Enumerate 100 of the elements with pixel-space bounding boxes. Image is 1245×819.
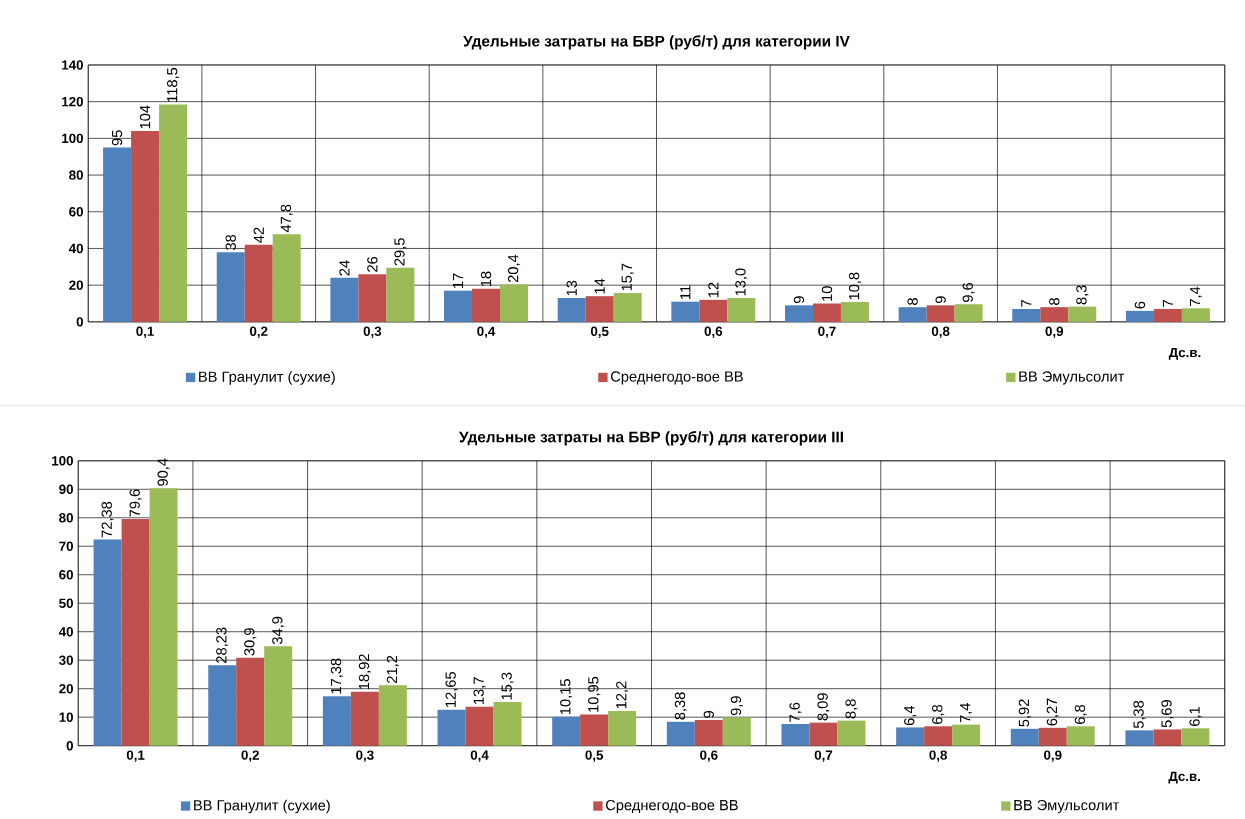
data-label: 20,4 [507,254,521,283]
bar [350,691,379,746]
data-label: 47,8 [280,204,293,233]
data-label: 7,4 [1189,286,1202,307]
bar [1066,726,1095,746]
x-axis-title: Дс.в. [1168,348,1201,360]
legend-label: ВВ Гранулит (сухие) [199,371,335,385]
bar [149,488,178,746]
y-tick-label: 120 [62,97,83,107]
bar [608,711,637,746]
data-label: 9,6 [962,283,975,303]
data-label: 13,7 [473,677,486,705]
data-label: 18 [480,271,492,287]
x-tick-label: 0,1 [126,750,145,762]
bar [236,657,265,746]
data-label: 5,92 [1018,699,1031,727]
bar [1040,307,1069,323]
x-tick-label: 0,2 [249,326,268,339]
bar [1068,306,1097,323]
x-tick-label: 0,8 [931,326,950,339]
legend-label: Среднегодо-вое ВВ [605,800,738,814]
legend-label: ВВ Гранулит (сухие) [194,799,330,814]
bar [727,298,756,323]
bar [694,720,723,746]
y-tick-label: 100 [62,133,83,144]
data-label: 8,8 [845,699,858,719]
legend-label: ВВ Эмульсолит [1019,371,1125,385]
bar [386,267,415,323]
data-label: 90,4 [157,458,170,487]
x-tick-label: 0,6 [704,326,723,339]
data-label: 17 [453,273,464,289]
bar [358,274,387,323]
data-label: 10 [821,286,833,301]
bar [896,727,925,746]
bar [613,293,642,323]
bar [244,244,273,323]
data-label: 9 [793,296,805,304]
data-label: 6,1 [1189,707,1202,727]
y-tick-label: 60 [69,207,83,217]
data-label: 10,8 [848,272,862,300]
data-label: 8 [1049,298,1060,306]
x-axis-title: Дс.в. [1168,771,1200,784]
bar [781,724,810,746]
data-label: 28,23 [216,627,229,664]
bar [103,147,132,323]
data-label: 118,5 [167,68,180,102]
y-tick-label: 10 [59,712,73,723]
bar [322,696,351,746]
bar [500,284,528,323]
x-tick-label: 0,7 [818,326,836,339]
data-label: 26 [367,257,378,272]
data-label: 13,0 [735,268,748,296]
bar [444,290,473,323]
x-tick-label: 0,5 [585,750,604,762]
bar [898,307,927,323]
bar [378,685,407,746]
x-tick-label: 0,2 [241,750,259,762]
data-label: 9,9 [730,696,743,716]
x-tick-label: 0,3 [356,750,374,762]
bar [1038,727,1067,746]
bar [472,289,501,323]
data-label: 9 [703,711,715,718]
bar [216,252,245,323]
bar [926,305,955,323]
x-tick-label: 0,4 [470,750,489,762]
data-label: 29,5 [394,238,407,266]
bar [1181,728,1210,746]
data-label: 7,6 [789,702,802,722]
bar [93,539,122,746]
data-label: 104 [139,105,151,129]
y-tick-label: 50 [59,598,73,609]
bar [924,726,953,746]
x-tick-label: 0,9 [1045,326,1064,339]
bar [493,702,522,746]
data-label: 8 [907,298,918,306]
bar [699,300,728,323]
bar [1153,729,1182,746]
x-tick-label: 0,5 [590,326,609,339]
data-label: 72,38 [101,502,114,538]
bar [208,665,237,746]
data-label: 18,92 [358,654,371,690]
bar [272,234,301,323]
data-label: 38 [225,235,236,251]
bar [952,724,981,746]
data-label: 6,4 [904,706,917,726]
data-label: 10,95 [588,677,601,712]
y-tick-label: 100 [52,456,73,466]
bar [1125,730,1154,746]
y-tick-label: 60 [59,570,73,580]
chart-title: Удельные затраты на БВР (руб/т) для категории IV [463,35,850,50]
bar [1010,728,1039,746]
bar [121,519,150,746]
y-tick-label: 140 [62,60,83,70]
bar [465,706,494,746]
data-label: 42 [253,227,264,244]
y-tick-label: 0 [66,741,73,751]
data-label: 7,4 [960,703,973,723]
y-tick-label: 40 [58,627,73,637]
data-label: 95 [111,130,123,146]
data-label: 34,9 [272,616,285,645]
